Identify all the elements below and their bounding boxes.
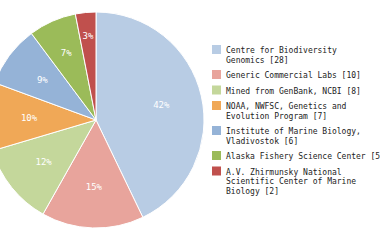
- legend-label: Generic Commercial Labs [10]: [226, 71, 361, 80]
- legend-swatch: [212, 86, 221, 95]
- legend-item: Institute of Marine Biology,Vladivostok …: [212, 126, 361, 146]
- legend-label-line: A.V. Zhirmunsky National: [226, 168, 342, 177]
- legend-item: NOAA, NWFSC, Genetics andEvolution Progr…: [212, 101, 347, 121]
- legend-label-line: Scientific Center of Marine: [226, 177, 356, 186]
- legend-label-line: Institute of Marine Biology,: [226, 127, 361, 136]
- legend-label-line: Alaska Fishery Science Center [5]: [226, 152, 380, 161]
- chart: 42% 15% 12% 10% 9% 7% 3% Centre for Biodiversit…: [0, 0, 380, 240]
- legend-swatch: [212, 167, 221, 176]
- pie: 42% 15% 12% 10% 9% 7% 3%: [0, 12, 204, 228]
- legend-label-line: Vladivostok [6]: [226, 137, 298, 146]
- legend: Centre for BiodiversityGenomics [28] Gene…: [212, 45, 380, 196]
- legend-label-line: Evolution Program [7]: [226, 112, 327, 121]
- data-labels: 42% 15% 12% 10% 9% 7% 3%: [21, 31, 170, 192]
- legend-swatch: [212, 101, 221, 110]
- legend-label: Institute of Marine Biology,Vladivostok …: [226, 127, 361, 146]
- data-label: 10%: [21, 113, 38, 123]
- legend-label-line: Mined from GenBank, NCBI [8]: [226, 87, 361, 96]
- data-label: 9%: [37, 75, 48, 85]
- legend-item: A.V. Zhirmunsky NationalScientific Cente…: [212, 167, 356, 196]
- legend-label-line: Genomics [28]: [226, 56, 289, 65]
- legend-label: Centre for BiodiversityGenomics [28]: [226, 46, 337, 65]
- legend-swatch: [212, 45, 221, 54]
- data-label: 7%: [61, 48, 72, 58]
- data-label: 42%: [153, 100, 170, 110]
- legend-label: NOAA, NWFSC, Genetics andEvolution Progr…: [226, 102, 347, 121]
- legend-label: Mined from GenBank, NCBI [8]: [226, 87, 361, 96]
- legend-label: Alaska Fishery Science Center [5]: [226, 152, 380, 161]
- legend-label: A.V. Zhirmunsky NationalScientific Cente…: [226, 168, 356, 196]
- legend-item: Mined from GenBank, NCBI [8]: [212, 86, 361, 96]
- legend-swatch: [212, 151, 221, 160]
- legend-swatch: [212, 126, 221, 135]
- legend-label-line: Centre for Biodiversity: [226, 46, 337, 55]
- data-label: 3%: [82, 31, 93, 41]
- data-label: 15%: [86, 182, 103, 192]
- legend-item: Alaska Fishery Science Center [5]: [212, 151, 380, 161]
- legend-swatch: [212, 70, 221, 79]
- legend-label-line: NOAA, NWFSC, Genetics and: [226, 102, 347, 111]
- legend-label-line: Generic Commercial Labs [10]: [226, 71, 361, 80]
- data-label: 12%: [36, 157, 53, 167]
- pie-slice: [75, 12, 96, 120]
- legend-item: Centre for BiodiversityGenomics [28]: [212, 45, 337, 65]
- legend-label-line: Biology [2]: [226, 187, 279, 196]
- legend-item: Generic Commercial Labs [10]: [212, 70, 361, 80]
